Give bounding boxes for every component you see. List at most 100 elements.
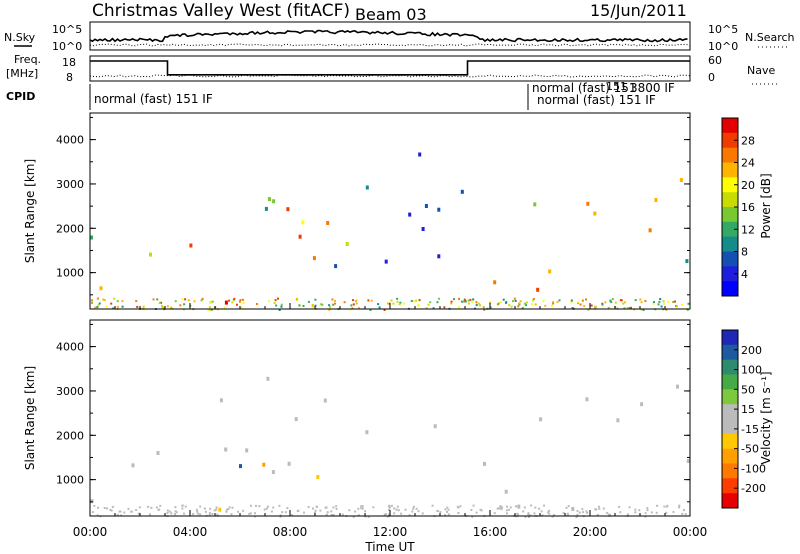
data-cell bbox=[97, 506, 99, 509]
data-cell bbox=[470, 509, 473, 511]
data-cell bbox=[562, 511, 565, 514]
data-cell bbox=[489, 301, 492, 304]
data-cell bbox=[211, 300, 214, 303]
data-cell bbox=[106, 507, 108, 510]
y-tick-label: 1000 bbox=[56, 267, 84, 280]
data-cell bbox=[450, 300, 453, 303]
colorbar-swatch bbox=[722, 177, 738, 193]
data-cell bbox=[567, 505, 570, 508]
x-tick-label: 12:00 bbox=[373, 525, 408, 539]
data-cell bbox=[581, 508, 584, 511]
data-cell bbox=[328, 308, 331, 311]
data-cell bbox=[334, 299, 336, 302]
data-cell bbox=[255, 504, 257, 507]
data-cell bbox=[607, 306, 610, 309]
data-cell bbox=[332, 303, 335, 306]
colorbar-swatch bbox=[722, 419, 738, 435]
nave-tick-bottom: 0 bbox=[708, 71, 715, 84]
data-cell bbox=[463, 298, 466, 301]
data-cell bbox=[528, 516, 530, 518]
data-cell bbox=[489, 306, 492, 309]
data-cell bbox=[266, 376, 270, 381]
data-cell bbox=[438, 297, 440, 300]
data-cell bbox=[529, 514, 532, 517]
colorbar-swatch bbox=[722, 389, 738, 405]
y-tick-label: 2000 bbox=[56, 222, 84, 235]
data-cell bbox=[262, 462, 266, 467]
y-tick-label: 4000 bbox=[56, 341, 84, 354]
data-cell bbox=[127, 507, 130, 510]
data-cell bbox=[135, 300, 138, 303]
data-cell bbox=[350, 304, 353, 307]
data-cell bbox=[421, 512, 424, 515]
data-cell bbox=[236, 303, 238, 306]
data-cell bbox=[388, 508, 390, 511]
data-cell bbox=[211, 308, 214, 311]
data-cell bbox=[192, 513, 195, 516]
data-cell bbox=[96, 298, 99, 300]
data-cell bbox=[325, 506, 328, 509]
data-cell bbox=[644, 300, 647, 302]
data-cell bbox=[458, 297, 460, 300]
data-cell bbox=[577, 301, 580, 304]
data-cell bbox=[355, 300, 358, 303]
data-cell bbox=[335, 505, 338, 508]
colorbar-swatch bbox=[722, 330, 738, 346]
data-cell bbox=[161, 306, 164, 309]
velocity-panel-frame bbox=[89, 319, 691, 517]
colorbar-label: 12 bbox=[741, 223, 755, 236]
data-cell bbox=[348, 509, 351, 512]
data-cell bbox=[501, 506, 504, 509]
nsearch-label: N.Search bbox=[745, 31, 795, 44]
data-cell bbox=[113, 297, 116, 300]
power-colorbar: 28 24 20 16 12 8 4 bbox=[721, 117, 755, 297]
data-cell bbox=[135, 509, 138, 511]
data-cell bbox=[118, 510, 121, 513]
x-tick-label: 08:00 bbox=[273, 525, 308, 539]
data-cell bbox=[533, 202, 537, 207]
data-cell bbox=[623, 301, 626, 304]
colorbar-swatch bbox=[722, 132, 738, 149]
data-cell bbox=[383, 309, 386, 311]
data-cell bbox=[274, 299, 277, 302]
x-tick-label: 20:00 bbox=[573, 525, 608, 539]
data-cell bbox=[121, 300, 124, 303]
data-cell bbox=[614, 301, 617, 304]
data-cell bbox=[392, 302, 395, 305]
data-cell bbox=[105, 305, 108, 308]
data-cell bbox=[334, 264, 338, 269]
colorbar-label: 24 bbox=[741, 157, 755, 170]
data-cell bbox=[638, 509, 641, 512]
data-cell bbox=[155, 506, 158, 509]
y-tick-label: 4000 bbox=[56, 134, 84, 147]
data-cell bbox=[93, 504, 96, 507]
colorbar-label: 15 bbox=[741, 403, 755, 416]
data-cell bbox=[542, 300, 545, 302]
data-cell bbox=[676, 384, 679, 389]
colorbar-swatch bbox=[722, 404, 738, 420]
freq-label-1: Freq. bbox=[14, 53, 41, 66]
data-cell bbox=[150, 506, 153, 509]
data-cell bbox=[446, 506, 449, 509]
data-cell bbox=[525, 301, 528, 304]
data-cell bbox=[610, 301, 613, 304]
data-cell bbox=[312, 507, 314, 510]
data-cell bbox=[411, 510, 414, 513]
data-cell bbox=[609, 299, 612, 302]
data-cell bbox=[433, 424, 437, 429]
data-cell bbox=[583, 305, 586, 308]
data-cell bbox=[685, 259, 689, 264]
data-cell bbox=[571, 507, 575, 511]
data-cell bbox=[225, 510, 228, 513]
data-cell bbox=[606, 512, 609, 515]
data-cell bbox=[687, 302, 690, 305]
velocity-colorbar: 200 100 50 15 -15 -50 -100 -200 bbox=[721, 329, 766, 509]
colorbar-label: 200 bbox=[741, 344, 762, 357]
data-cell bbox=[618, 505, 621, 508]
data-cell bbox=[267, 197, 271, 202]
data-cell bbox=[390, 299, 393, 302]
data-cell bbox=[96, 514, 99, 517]
data-cell bbox=[518, 302, 521, 305]
data-cell bbox=[298, 304, 301, 307]
data-cell bbox=[506, 512, 508, 515]
